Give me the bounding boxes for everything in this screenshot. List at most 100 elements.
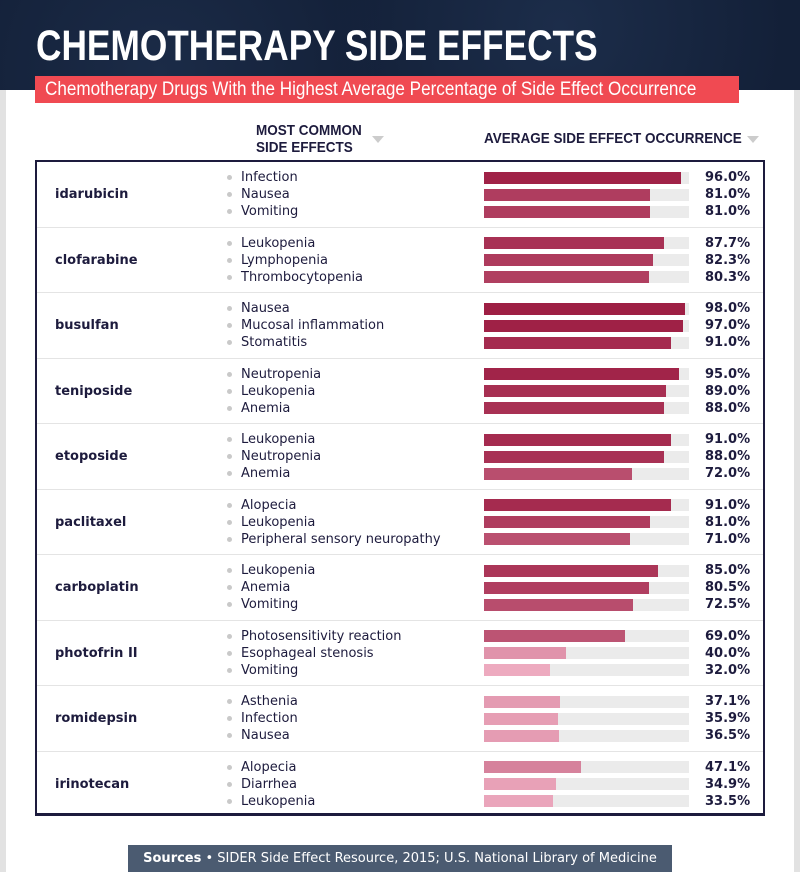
data-label: 95.0% — [705, 366, 751, 382]
bar — [484, 171, 681, 184]
data-label: 37.1% — [705, 694, 751, 709]
bar — [484, 533, 630, 546]
bar — [484, 647, 566, 660]
data-label: 35.9% — [705, 711, 751, 727]
side-effect-text: Alopecia — [241, 759, 297, 775]
data-label: 32.0% — [705, 662, 751, 678]
sources-footer: Sources • SIDER Side Effect Resource, 20… — [128, 845, 672, 872]
bar-track — [484, 402, 689, 415]
bar — [484, 778, 556, 791]
data-label: 72.5% — [705, 597, 751, 613]
bar — [484, 564, 659, 577]
bar-track — [484, 385, 689, 398]
bullet-icon — [227, 175, 232, 180]
bullet-icon — [227, 781, 232, 787]
bullet-icon — [227, 699, 232, 704]
bar — [484, 254, 653, 267]
bar-track — [484, 564, 689, 577]
side-effect-label: Asthenia — [227, 693, 298, 710]
bullet-icon — [227, 585, 232, 591]
bar-track — [484, 237, 689, 249]
bar-track — [484, 598, 689, 611]
side-effect-label: Nausea — [227, 727, 290, 744]
table-row: clofarabine Leukopenia 87.7% Lymphopenia 82.… — [37, 228, 763, 293]
side-effect-text: Anemia — [241, 400, 291, 416]
bar — [484, 712, 558, 725]
side-effect-label: Alopecia — [227, 759, 297, 776]
bar — [484, 467, 632, 480]
bar-track — [484, 450, 689, 463]
table-row: etoposide Leukopenia 91.0% Neutropenia 88.0%… — [37, 424, 763, 490]
bullet-icon — [227, 437, 232, 442]
data-label: 88.0% — [705, 449, 751, 465]
bar — [484, 336, 671, 349]
side-effect-label: Anemia — [227, 400, 291, 417]
data-label: 91.0% — [705, 432, 751, 447]
bar — [484, 516, 651, 529]
bar-track — [484, 467, 689, 480]
bar-track — [484, 205, 689, 218]
bullet-icon — [227, 733, 232, 739]
bar-track — [484, 433, 689, 446]
column-header-occurrence: AVERAGE SIDE EFFECT OCCURRENCE — [484, 130, 742, 147]
table-row: photofrin II Photosensitivity reaction 69.… — [37, 621, 763, 686]
drug-name: etoposide — [55, 449, 128, 464]
bullet-icon — [227, 519, 232, 525]
side-effect-label: Leukopenia — [227, 793, 315, 810]
bar — [484, 630, 626, 642]
bar — [484, 237, 664, 249]
side-effect-text: Photosensitivity reaction — [241, 628, 402, 644]
data-label: 71.0% — [705, 531, 751, 547]
bar-track — [484, 171, 689, 184]
drug-name: carboplatin — [55, 580, 139, 595]
data-label: 91.0% — [705, 497, 751, 513]
bullet-icon — [227, 388, 232, 394]
data-label: 85.0% — [705, 563, 751, 578]
bar-track — [484, 254, 689, 267]
side-effect-label: Lymphopenia — [227, 252, 328, 269]
table-row: paclitaxel Alopecia 91.0% Leukopenia 81.0% Pe… — [37, 490, 763, 555]
side-effect-label: Vomiting — [227, 662, 298, 679]
side-effect-label: Peripheral sensory neuropathy — [227, 531, 441, 548]
data-label: 91.0% — [705, 335, 751, 351]
side-effect-text: Neutropenia — [241, 449, 322, 465]
drug-name: teniposide — [55, 383, 133, 399]
bar — [484, 795, 553, 808]
sources-label: Sources — [143, 851, 202, 866]
drug-name: clofarabine — [55, 252, 138, 268]
side-effect-text: Nausea — [241, 187, 290, 203]
sources-text: • SIDER Side Effect Resource, 2015; U.S.… — [201, 851, 657, 866]
data-label: 72.0% — [705, 466, 751, 482]
drug-name: busulfan — [55, 318, 119, 333]
side-effect-label: Thrombocytopenia — [227, 269, 363, 286]
bullet-icon — [227, 274, 232, 280]
bullet-icon — [227, 798, 232, 804]
bar-track — [484, 795, 689, 808]
bullet-icon — [227, 209, 232, 215]
drug-name: idarubicin — [55, 187, 129, 202]
bullet-icon — [227, 650, 232, 656]
data-label: 87.7% — [705, 235, 751, 251]
table-row: busulfan Nausea 98.0% Mucosal inflammation 9… — [37, 293, 763, 359]
bar-track — [484, 368, 689, 380]
data-label: 81.0% — [705, 514, 751, 530]
bar — [484, 433, 671, 446]
bar-track — [484, 533, 689, 546]
bar — [484, 450, 665, 463]
bullet-icon — [227, 371, 232, 377]
bullet-icon — [227, 323, 232, 329]
side-effect-text: Vomiting — [241, 597, 299, 613]
side-effect-label: Leukopenia — [227, 383, 315, 400]
bar-track — [484, 761, 689, 773]
bar — [484, 319, 683, 332]
bar-track — [484, 778, 689, 791]
side-effect-text: Neutropenia — [241, 366, 322, 382]
data-label: 80.5% — [705, 580, 751, 596]
bullet-icon — [227, 568, 232, 573]
sort-down-icon[interactable] — [747, 136, 759, 143]
data-label: 89.0% — [705, 383, 751, 399]
sort-down-icon[interactable] — [372, 136, 384, 143]
table-row: carboplatin Leukopenia 85.0% Anemia 80.5% Vom… — [37, 555, 763, 621]
side-effect-text: Leukopenia — [241, 514, 316, 530]
